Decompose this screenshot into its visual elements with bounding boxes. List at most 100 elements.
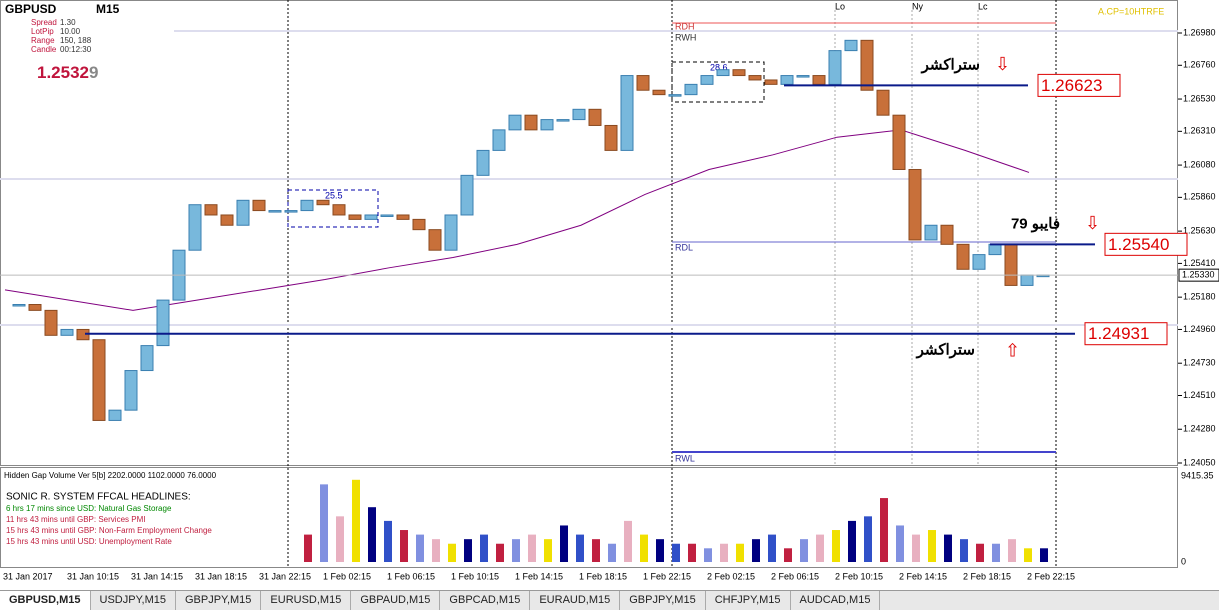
- candle: [620, 75, 634, 151]
- price-tick-label: 1.24510: [1183, 390, 1216, 400]
- volume-bar: [640, 534, 648, 562]
- candle: [684, 83, 698, 96]
- candle: [332, 204, 346, 216]
- time-label: 31 Jan 22:15: [259, 571, 311, 581]
- bid-price: 1.25329: [37, 63, 98, 82]
- price-tick-label: 1.26310: [1183, 126, 1216, 136]
- volume-bar: [512, 539, 520, 562]
- headline-title: SONIC R. SYSTEM FFCAL HEADLINES:: [6, 492, 191, 503]
- info-value: 10.00: [60, 27, 81, 36]
- price-tick-label: 1.24730: [1183, 358, 1216, 368]
- info-key: Spread: [31, 18, 57, 27]
- price-tick-label: 1.25630: [1183, 225, 1216, 235]
- volume-bar: [656, 539, 664, 562]
- volume-bar: [816, 534, 824, 562]
- volume-bar: [960, 539, 968, 562]
- session-lines: [834, 10, 979, 465]
- info-key: Range: [31, 36, 55, 45]
- candle: [28, 304, 42, 311]
- volume-bar: [400, 530, 408, 562]
- candle: [924, 224, 938, 241]
- volume-bar: [784, 548, 792, 562]
- candle: [860, 39, 874, 91]
- volume-bar: [944, 534, 952, 562]
- price-tick-label: 1.24280: [1183, 424, 1216, 434]
- volume-bar: [528, 534, 536, 562]
- volume-bar: [800, 539, 808, 562]
- candle: [124, 370, 138, 411]
- volume-bar: [432, 539, 440, 562]
- chart: Lo Ny Lc A.CP=10HTRFE RDH RWH RDL RWL 25…: [0, 0, 1219, 581]
- candle: [60, 328, 74, 336]
- corner-note: A.CP=10HTRFE: [1098, 6, 1164, 16]
- candle: [732, 69, 746, 77]
- candle: [556, 119, 570, 122]
- symbol-tab[interactable]: EURAUD,M15: [530, 591, 621, 610]
- candle: [668, 94, 682, 97]
- volume-bar: [1024, 548, 1032, 562]
- volume-bar: [480, 534, 488, 562]
- candle: [812, 75, 826, 85]
- volume-bar: [672, 543, 680, 562]
- info-value: 150, 188: [60, 36, 92, 45]
- candle: [204, 204, 218, 216]
- volume-bar: [608, 543, 616, 562]
- candle: [284, 210, 298, 213]
- symbol-tab[interactable]: GBPJPY,M15: [176, 591, 262, 610]
- level-box: [1104, 232, 1188, 256]
- candle: [396, 214, 410, 220]
- time-label: 2 Feb 14:15: [899, 571, 947, 581]
- info-key: Candle: [31, 45, 57, 54]
- candle: [220, 214, 234, 226]
- indicator-frame: [0, 467, 1178, 568]
- time-label: 31 Jan 10:15: [67, 571, 119, 581]
- time-label: 31 Jan 14:15: [131, 571, 183, 581]
- volume-bar: [720, 543, 728, 562]
- candle: [604, 124, 618, 151]
- symbol-tab[interactable]: EURUSD,M15: [261, 591, 352, 610]
- candle: [188, 204, 202, 251]
- candle: [636, 75, 650, 91]
- volume-bar: [688, 543, 696, 562]
- rwh-label: RWH: [675, 32, 696, 42]
- candle: [700, 75, 714, 85]
- candle: [1020, 274, 1034, 286]
- symbol-tab[interactable]: GBPUSD,M15: [0, 591, 91, 610]
- candle: [540, 119, 554, 131]
- candle: [316, 199, 330, 206]
- symbol: GBPUSD: [5, 2, 57, 16]
- session-label: Lo: [835, 1, 845, 11]
- level-box: [1037, 73, 1121, 97]
- candle: [460, 174, 474, 216]
- symbol-tab[interactable]: GBPJPY,M15: [620, 591, 706, 610]
- symbol-tab[interactable]: CHFJPY,M15: [706, 591, 791, 610]
- range-box-label: 28.6: [710, 62, 728, 72]
- session-label: Ny: [912, 1, 923, 11]
- level-note: فايبو 79: [1011, 215, 1060, 232]
- volume-bar: [736, 543, 744, 562]
- price-tick-label: 1.26980: [1183, 27, 1216, 37]
- symbol-tab[interactable]: GBPCAD,M15: [440, 591, 531, 610]
- volume-bar: [560, 525, 568, 562]
- headline: 15 hrs 43 mins until USD: Unemployment R…: [6, 537, 172, 546]
- headline: 6 hrs 17 mins since USD: Natural Gas Sto…: [6, 504, 172, 513]
- level-label: 1.25540: [1108, 235, 1169, 254]
- symbol-tab[interactable]: GBPAUD,M15: [351, 591, 441, 610]
- symbol-tab[interactable]: USDJPY,M15: [91, 591, 176, 610]
- range-box-label: 25.5: [325, 190, 343, 200]
- symbol-tab[interactable]: AUDCAD,M15: [791, 591, 881, 610]
- candle: [492, 129, 506, 151]
- info-key: LotPip: [31, 27, 54, 36]
- volume-bar: [768, 534, 776, 562]
- bid-last: 9: [89, 63, 98, 82]
- time-label: 2 Feb 10:15: [835, 571, 883, 581]
- range-box: [671, 61, 765, 103]
- range-box: [287, 189, 379, 228]
- price-tick-label: 1.25180: [1183, 292, 1216, 302]
- candle: [652, 89, 666, 96]
- time-label: 1 Feb 02:15: [323, 571, 371, 581]
- volume-bar: [384, 520, 392, 562]
- rdl-label: RDL: [675, 242, 693, 252]
- time-label: 1 Feb 22:15: [643, 571, 691, 581]
